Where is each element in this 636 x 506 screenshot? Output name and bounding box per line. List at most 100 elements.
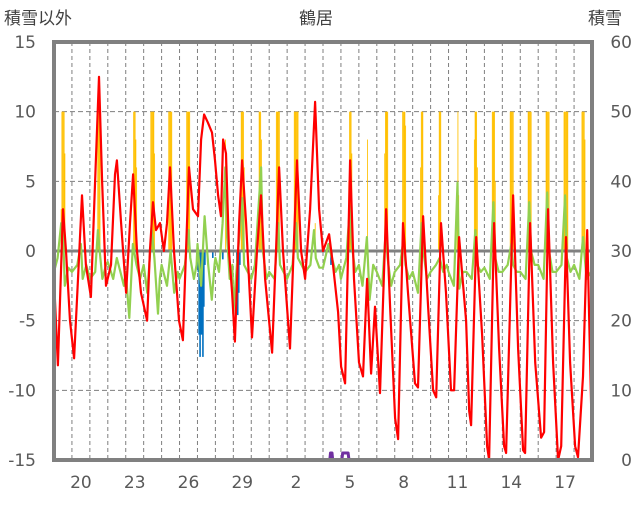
sunshine-bar [387,111,389,252]
sunshine-bar [492,111,494,252]
x-tick-label: 23 [124,473,146,493]
sunshine-bar [528,111,530,252]
right-tick-label: 50 [610,103,632,123]
left-tick-label: -5 [19,312,36,332]
precipitation-bar [239,251,241,265]
precipitation-bar [199,251,201,357]
sunshine-bar [582,111,584,252]
right-y-ticks: 60 50 40 30 20 10 0 [610,33,632,471]
sunshine-bar [494,111,495,252]
sunshine-bar [420,167,421,251]
sunshine-bar [384,153,386,251]
x-tick-label: 8 [398,473,409,493]
sunshine-bar [150,111,152,252]
sunshine-bar [512,111,513,252]
sunshine-bar [547,111,549,252]
sunshine-bar [527,111,529,252]
sunshine-bar [438,111,440,252]
sunshine-bar [530,111,532,252]
sunshine-bar [439,111,441,252]
sunshine-bar [186,111,188,252]
sunshine-bar [545,111,547,252]
sunshine-bar [529,111,531,252]
sunshine-bar [134,111,136,252]
left-tick-label: -10 [8,381,36,401]
x-tick-label: 17 [554,473,576,493]
sunshine-bar [62,111,64,252]
right-tick-label: 20 [610,312,632,332]
sunshine-bar [565,111,566,252]
sunshine-bar [564,111,566,252]
sunshine-bar [420,111,422,252]
sunshine-bar [62,111,64,252]
sunshine-bar [152,111,154,252]
sunshine-bar [402,111,404,252]
sunshine-bar [456,209,458,251]
precipitation-bar [198,251,200,335]
sunshine-bar [581,111,583,252]
sunshine-bar [64,153,66,251]
sunshine-bar [476,167,478,251]
sunshine-bar [583,111,584,252]
sunshine-bar [402,111,404,252]
sunshine-bar [510,111,512,252]
sunshine-bar [151,111,152,252]
right-tick-label: 60 [610,33,632,53]
sunshine-bar [509,111,511,252]
right-tick-label: 10 [610,381,632,401]
precipitation-bar [200,251,202,335]
sunshine-bar [512,111,514,252]
x-ticks: 20 23 26 29 2 5 8 11 14 17 [70,473,576,493]
left-tick-label: 15 [14,33,36,53]
right-tick-label: 40 [610,172,632,192]
sunshine-bar [474,111,476,252]
precipitation-bar [211,251,214,258]
sunshine-bar [546,111,548,252]
sunshine-bar [404,111,406,252]
sunshine-bar [473,139,475,251]
sunshine-bar [511,111,513,252]
sunshine-bar [151,111,153,252]
x-tick-label: 20 [70,473,92,493]
x-tick-label: 2 [291,473,302,493]
sunshine-bar [565,111,567,252]
sunshine-bar [529,111,531,252]
sunshine-bar [583,111,585,252]
sunshine-bar [457,111,459,252]
left-tick-label: 5 [25,172,36,192]
precipitation-bar [222,251,224,260]
left-y-ticks: 15 10 5 0 -5 -10 -15 [8,33,36,471]
sunshine-bar [153,111,155,252]
sunshine-bar [494,181,496,251]
left-axis-title: 積雪以外 [4,9,72,29]
sunshine-bar [440,111,442,252]
sunshine-bar [136,167,138,251]
sunshine-bar [421,111,423,252]
sunshine-bar [422,111,424,252]
sunshine-bar [385,111,386,252]
right-axis-title: 積雪 [588,9,622,29]
sunshine-bar [403,111,405,252]
x-tick-label: 5 [344,473,355,493]
sunshine-bar [584,139,586,251]
sunshine-bar [135,139,137,251]
sunshine-bar [293,111,295,252]
sunshine-bar [566,111,568,252]
sunshine-bar [99,111,101,252]
sunshine-bar [491,111,493,252]
sunshine-bar [98,111,99,252]
sunshine-bar [63,111,65,252]
sunshine-bar [475,111,477,252]
sunshine-bar [563,111,565,252]
right-tick-label: 0 [621,451,632,471]
sunshine-bar [547,111,549,252]
sunshine-bar [476,111,478,252]
x-tick-label: 14 [500,473,522,493]
x-tick-label: 29 [231,473,253,493]
sunshine-bar [97,125,99,251]
sunshine-bar [438,195,439,251]
precipitation-bar [202,251,204,357]
sunshine-bar [294,111,296,252]
sunshine-bar [386,111,388,252]
precipitation-bar [203,251,205,307]
